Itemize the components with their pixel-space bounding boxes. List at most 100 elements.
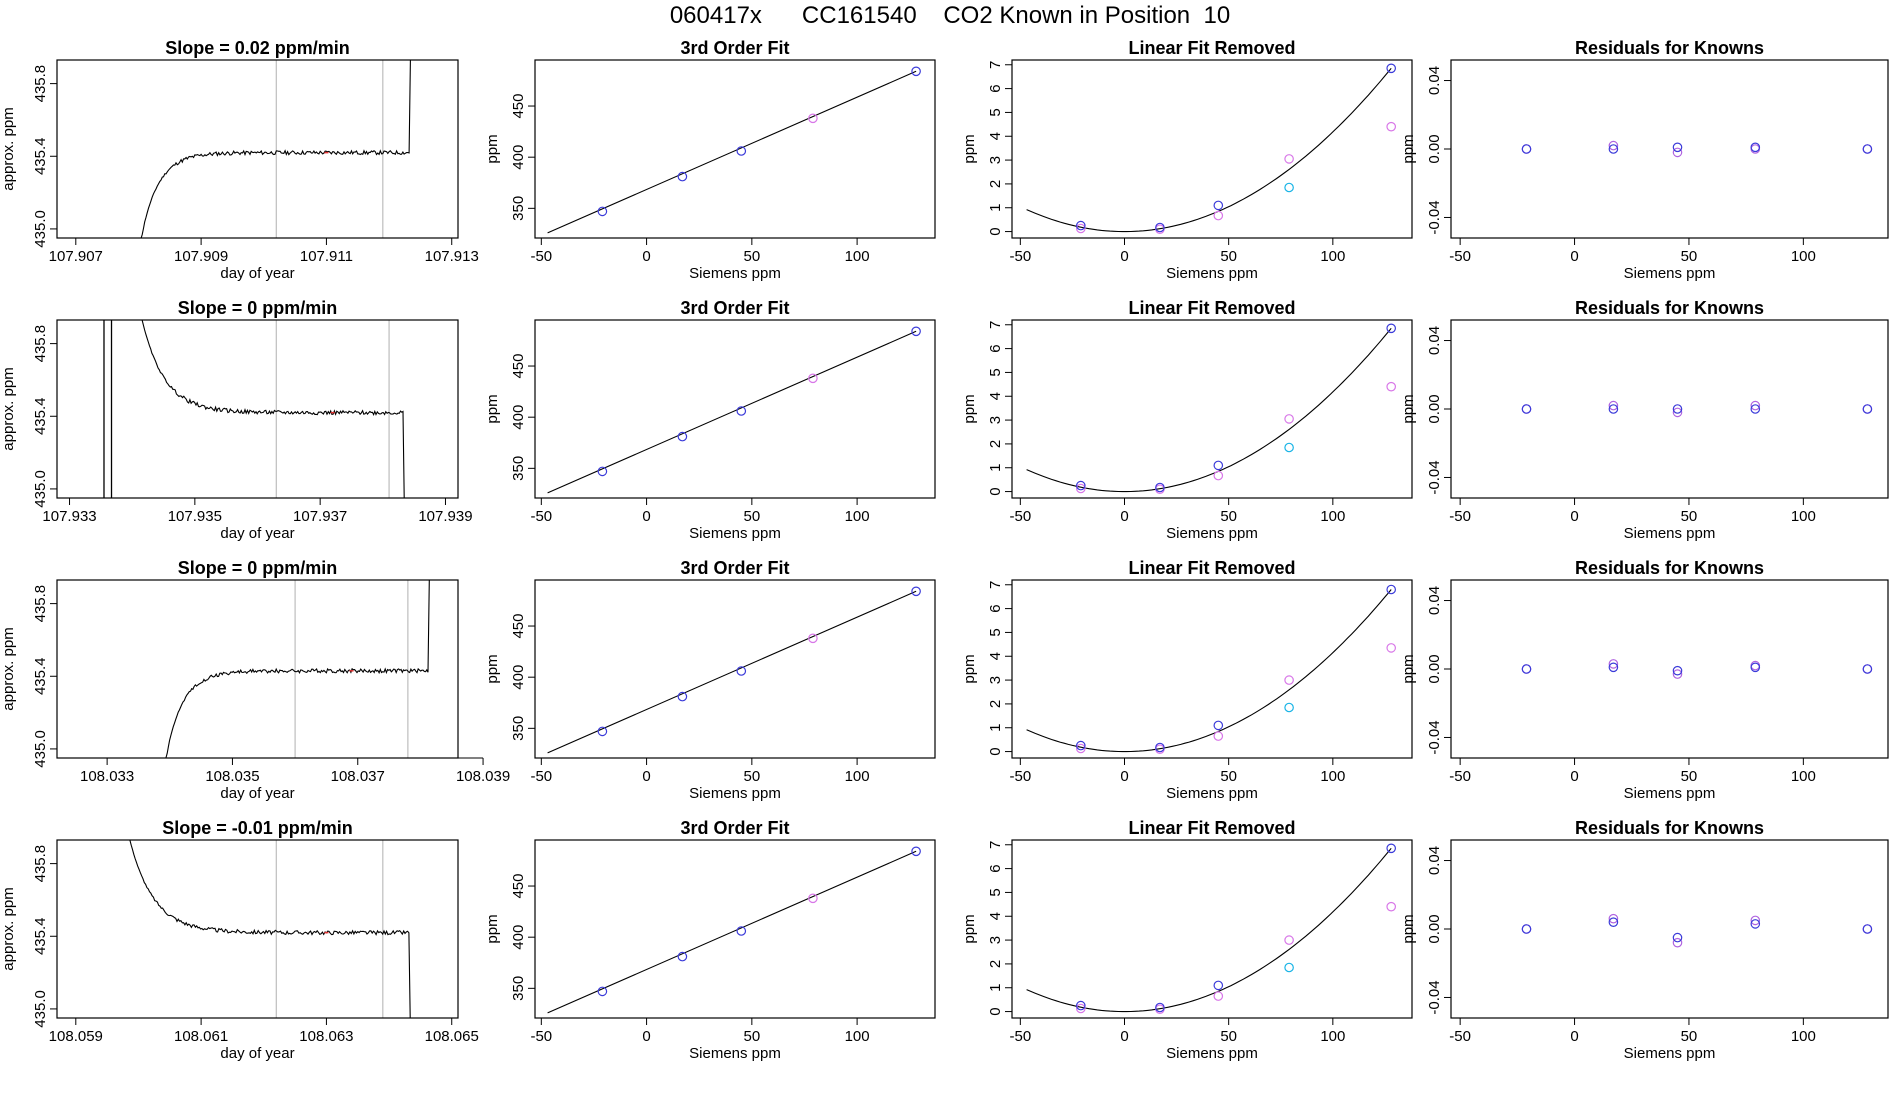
residual-point-b — [1672, 407, 1683, 418]
data-point — [597, 986, 608, 997]
residual-point-a — [1608, 662, 1619, 673]
y-tick-label: 5 — [987, 108, 1004, 116]
y-tick-label: 0 — [987, 227, 1004, 235]
data-point — [597, 726, 608, 737]
raw-point — [1386, 901, 1396, 912]
panel: Residuals for Knowns -50 0 50 100 Siemens ppm… — [1400, 38, 1889, 282]
data-point — [736, 926, 747, 936]
raw-point — [1386, 121, 1396, 132]
y-tick-label: 5 — [987, 368, 1004, 376]
cyan-point — [1284, 442, 1294, 453]
residual-point-b — [1608, 659, 1619, 669]
y-axis-label: ppm — [1400, 394, 1417, 423]
fit-line — [547, 850, 917, 1014]
y-tick-label: 435.0 — [32, 730, 49, 768]
x-axis-label: Siemens ppm — [689, 785, 781, 802]
panel-title: Slope = 0 ppm/min — [178, 558, 338, 578]
x-tick-label: 100 — [845, 1028, 870, 1045]
y-tick-label: 350 — [510, 456, 527, 481]
x-tick-label: 108.033 — [80, 768, 134, 785]
x-tick-label: 100 — [845, 768, 870, 785]
y-axis-label: approx. ppm — [0, 107, 17, 190]
panel: 3rd Order Fit -50 0 50 100 Siemens ppm 350 400 4… — [484, 38, 936, 282]
panel-title: 3rd Order Fit — [680, 818, 789, 838]
plot-frame — [1450, 319, 1889, 499]
panel: Slope = 0.02 ppm/min 107.907 107.909 107.91… — [0, 38, 479, 282]
plot-frame — [1450, 579, 1889, 759]
y-tick-label: 3 — [987, 676, 1004, 684]
plot-area — [1521, 140, 1873, 158]
y-tick-label: 3 — [987, 156, 1004, 164]
raw-point — [1284, 154, 1294, 164]
panel: 3rd Order Fit -50 0 50 100 Siemens ppm 350 400 4… — [484, 558, 936, 802]
fit-point — [1076, 1000, 1086, 1011]
x-tick-label: 0 — [642, 508, 650, 525]
y-tick-label: 0 — [987, 1007, 1004, 1015]
y-tick-label: 2 — [987, 700, 1004, 708]
plot-area — [1521, 913, 1873, 948]
panel: Linear Fit Removed -50 0 50 100 Siemens ppm 0 1… — [961, 298, 1413, 542]
residual-point-a — [1672, 142, 1683, 153]
y-axis-label: ppm — [961, 394, 978, 423]
residual-point-a — [1862, 924, 1873, 934]
panel: Residuals for Knowns -50 0 50 100 Siemens ppm… — [1400, 298, 1889, 542]
y-tick-label: 2 — [987, 960, 1004, 968]
panel-title: Linear Fit Removed — [1128, 558, 1295, 578]
data-point — [677, 431, 688, 442]
data-point — [911, 326, 921, 337]
y-tick-label: 435.8 — [32, 65, 49, 103]
y-tick-label: 435.0 — [32, 990, 49, 1028]
x-tick-label: 50 — [1220, 508, 1237, 525]
plot-area — [547, 66, 921, 234]
panel: Linear Fit Removed -50 0 50 100 Siemens ppm 0 1… — [961, 558, 1413, 802]
y-tick-label: 400 — [510, 665, 527, 690]
x-tick-label: 0 — [1120, 248, 1128, 265]
panel: Linear Fit Removed -50 0 50 100 Siemens ppm 0 1… — [961, 38, 1413, 282]
residual-point-a — [1521, 664, 1532, 674]
plot-area — [1026, 584, 1396, 754]
fit-line — [547, 70, 917, 234]
y-tick-label: 7 — [987, 841, 1004, 849]
residual-point-a — [1750, 919, 1761, 929]
x-tick-label: 100 — [1320, 508, 1345, 525]
y-tick-label: 2 — [987, 180, 1004, 188]
y-tick-label: 435.0 — [32, 470, 49, 508]
data-point — [736, 666, 747, 676]
series-line — [129, 840, 415, 1018]
y-axis-label: ppm — [1400, 914, 1417, 943]
page-title: 060417x CC161540 CO2 Known in Position 1… — [669, 2, 1231, 29]
residual-point-a — [1608, 404, 1619, 414]
fit-point — [1155, 1002, 1165, 1013]
y-axis-label: ppm — [484, 654, 501, 683]
y-axis-label: ppm — [484, 134, 501, 163]
y-tick-label: 6 — [987, 864, 1004, 872]
x-tick-label: 50 — [1681, 248, 1698, 265]
x-tick-label: 0 — [642, 1028, 650, 1045]
raw-point — [1284, 675, 1294, 685]
residual-point-b — [1608, 913, 1619, 924]
x-tick-label: 50 — [743, 508, 760, 525]
panel-title: Residuals for Knowns — [1575, 818, 1764, 838]
y-tick-label: 4 — [987, 392, 1004, 400]
x-tick-label: 0 — [1120, 508, 1128, 525]
fit-point — [1213, 200, 1224, 211]
fit-point — [1386, 843, 1396, 854]
residual-point-a — [1521, 144, 1532, 154]
y-tick-label: 0 — [987, 487, 1004, 495]
panel-title: Linear Fit Removed — [1128, 298, 1295, 318]
panel: Slope = -0.01 ppm/min 108.059 108.061 108.0… — [0, 818, 479, 1062]
x-tick-label: -50 — [1009, 508, 1031, 525]
panel-title: Residuals for Knowns — [1575, 298, 1764, 318]
plot-area — [547, 846, 921, 1014]
x-tick-label: 107.935 — [168, 508, 222, 525]
residual-point-a — [1521, 924, 1532, 934]
panel: Linear Fit Removed -50 0 50 100 Siemens ppm 0 1… — [961, 818, 1413, 1062]
y-tick-label: 4 — [987, 132, 1004, 140]
plot-area — [1026, 323, 1396, 494]
x-axis-label: Siemens ppm — [689, 525, 781, 542]
plot-frame — [56, 839, 459, 1019]
raw-point — [1076, 483, 1086, 494]
y-tick-label: -0.04 — [1426, 460, 1443, 494]
x-tick-label: 107.937 — [293, 508, 347, 525]
x-axis-label: Siemens ppm — [1166, 265, 1258, 282]
